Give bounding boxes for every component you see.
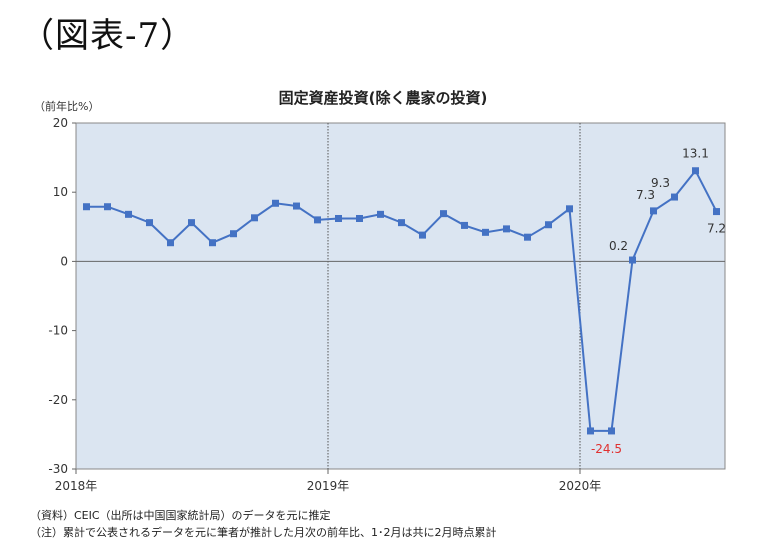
data-label: 9.3 [651, 176, 670, 190]
data-point [545, 221, 552, 229]
data-point [104, 203, 111, 211]
data-label: 7.2 [707, 222, 726, 236]
x-tick-label: 2019年 [307, 479, 350, 493]
data-point [377, 210, 384, 218]
data-point [293, 202, 300, 210]
data-point [713, 208, 720, 216]
data-label: 7.3 [636, 188, 655, 202]
data-label: 0.2 [609, 239, 628, 253]
data-point [482, 228, 489, 236]
data-point [566, 205, 573, 213]
y-tick-label: 20 [53, 116, 68, 130]
data-point [608, 427, 615, 435]
data-label: -24.5 [591, 442, 622, 456]
y-tick-label: -10 [48, 324, 68, 338]
line-chart: 20 10 0 -10 -20 -30 2018年 2019年 2020年 -24.5 0.2 7.3… [48, 116, 726, 493]
data-point [146, 219, 153, 227]
data-point [524, 233, 531, 241]
data-point [272, 199, 279, 207]
data-point [125, 210, 132, 218]
data-point [314, 216, 321, 224]
footnote: （注）累計で公表されるデータを元に筆者が推計した月次の前年比、1･2月は共に2月… [30, 526, 497, 539]
y-tick-label: 0 [60, 254, 68, 268]
figure-label: （図表-7） [20, 16, 196, 56]
data-point [650, 207, 657, 215]
data-label: 13.1 [682, 147, 709, 161]
data-point [587, 427, 594, 435]
data-point [356, 214, 363, 222]
data-point [461, 221, 468, 229]
data-point [83, 203, 90, 211]
x-tick-label: 2020年 [559, 479, 602, 493]
data-point [671, 193, 678, 201]
y-tick-label: 10 [53, 185, 68, 199]
data-point [629, 256, 636, 264]
y-unit-label: （前年比%） [34, 100, 100, 113]
data-point [167, 239, 174, 247]
data-point [209, 239, 216, 247]
data-point [335, 214, 342, 222]
data-point [503, 225, 510, 233]
data-point [398, 219, 405, 227]
y-tick-label: -30 [48, 462, 68, 476]
data-point [440, 210, 447, 218]
data-point [419, 231, 426, 239]
y-tick-label: -20 [48, 393, 68, 407]
x-tick-label: 2018年 [55, 479, 98, 493]
data-point [230, 230, 237, 238]
chart-title: 固定資産投資(除く農家の投資) [278, 89, 488, 107]
plot-area [75, 122, 726, 470]
data-point [251, 214, 258, 222]
data-point [188, 219, 195, 227]
source-note: （資料）CEIC（出所は中国国家統計局）のデータを元に推定 [30, 509, 331, 522]
data-point [692, 167, 699, 175]
